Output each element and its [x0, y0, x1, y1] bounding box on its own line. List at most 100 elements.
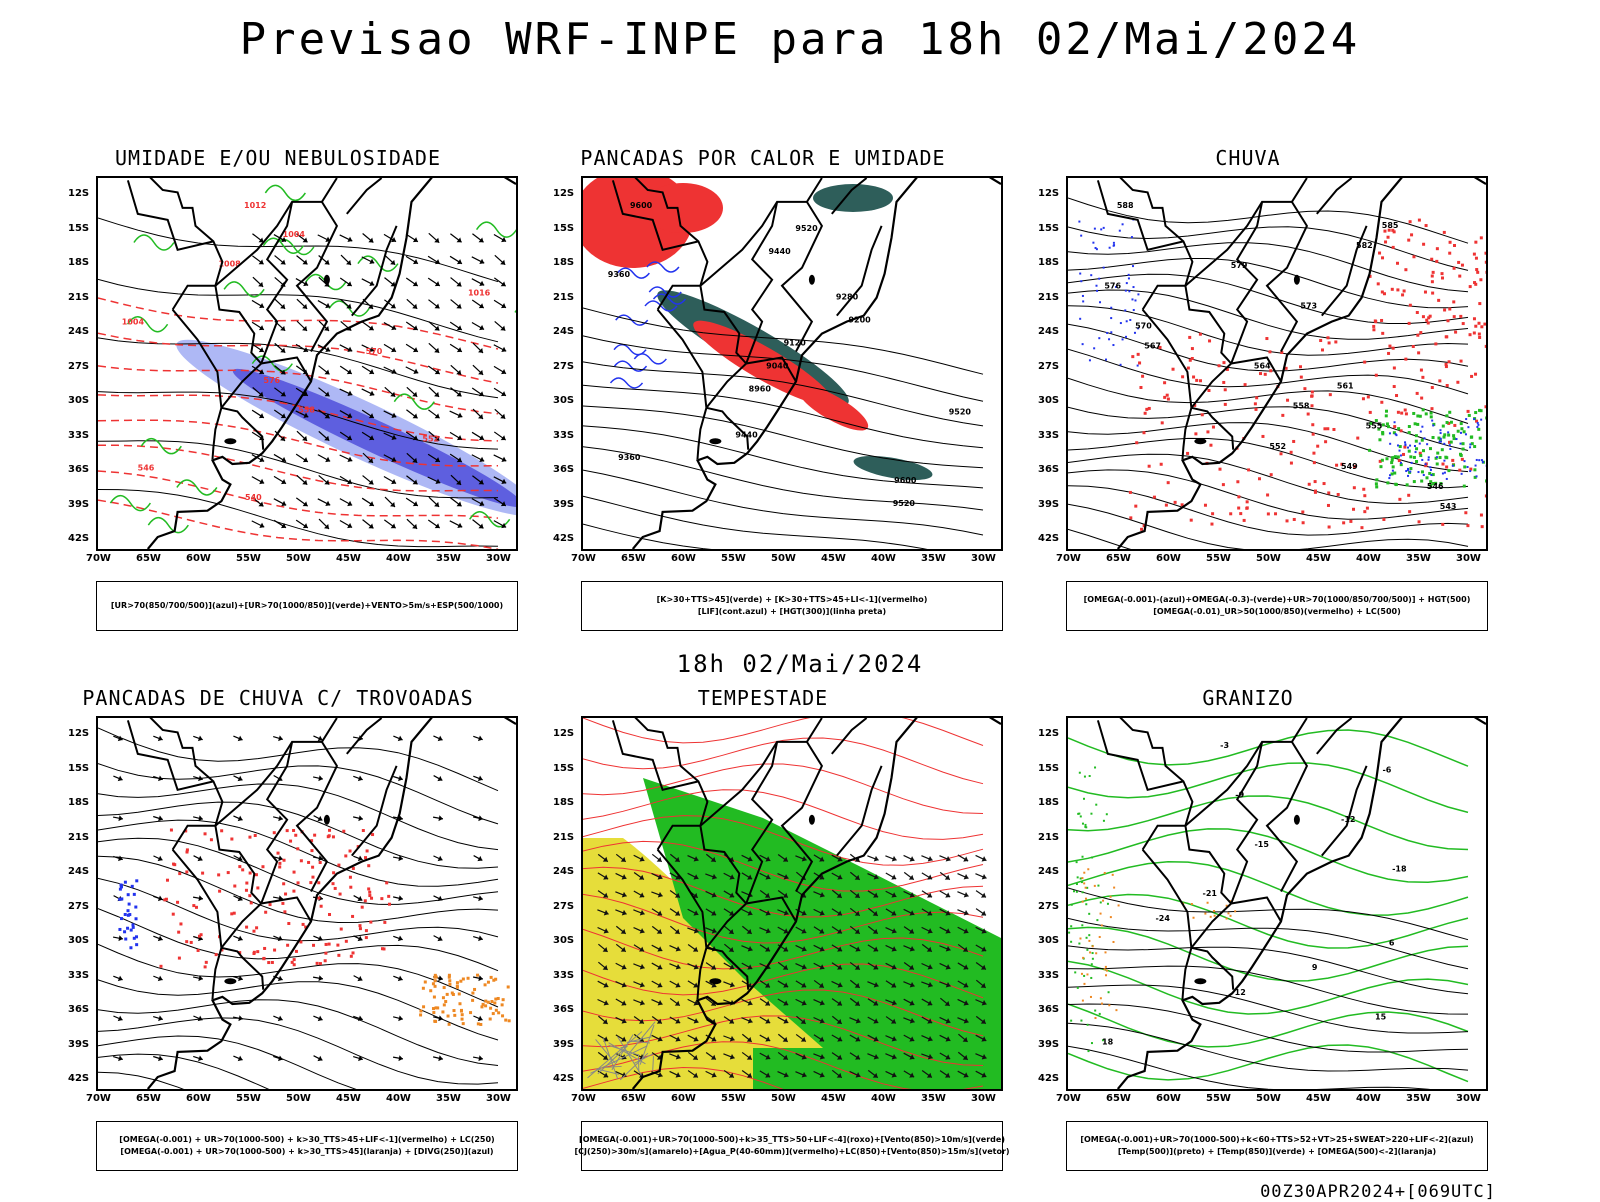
lat-tick-label: 27S — [68, 361, 89, 372]
legend-box: [OMEGA(-0.001)-(azul)+OMEGA(-0.3)-(verde… — [1066, 581, 1488, 631]
lat-tick-label: 30S — [553, 935, 574, 946]
legend-line: [OMEGA(-0.01)_UR>50(1000/850)(vermelho) … — [1153, 606, 1401, 618]
panel-title: TEMPESTADE — [543, 686, 983, 710]
lon-tick-label: 65W — [136, 1093, 161, 1104]
lon-tick-label: 70W — [86, 1093, 111, 1104]
panel-title: PANCADAS DE CHUVA C/ TROVOADAS — [58, 686, 498, 710]
lat-tick-label: 33S — [68, 970, 89, 981]
svg-text:1012: 1012 — [244, 201, 266, 210]
lat-tick-label: 42S — [1038, 1073, 1059, 1084]
panel-title: GRANIZO — [1028, 686, 1468, 710]
svg-text:-18: -18 — [1392, 864, 1407, 873]
lon-tick-label: 55W — [236, 553, 261, 564]
lat-tick-label: 36S — [1038, 464, 1059, 475]
lon-tick-label: 55W — [236, 1093, 261, 1104]
lat-tick-label: 12S — [1038, 728, 1059, 739]
lon-tick-label: 35W — [436, 1093, 461, 1104]
svg-text:-15: -15 — [1254, 840, 1269, 849]
lat-tick-label: 27S — [553, 361, 574, 372]
lon-tick-label: 55W — [1206, 553, 1231, 564]
legend-line: [LIF](cont.azul) + [HGT(300)](linha pret… — [698, 606, 886, 618]
lat-tick-label: 21S — [1038, 292, 1059, 303]
svg-text:546: 546 — [1427, 482, 1444, 491]
lon-tick-label: 35W — [921, 553, 946, 564]
lon-tick-label: 35W — [1406, 553, 1431, 564]
legend-box: [OMEGA(-0.001)+UR>70(1000-500)+k<60+TTS>… — [1066, 1121, 1488, 1171]
valid-time-title: 18h 02/Mai/2024 — [0, 650, 1600, 678]
lon-tick-label: 65W — [621, 1093, 646, 1104]
lat-tick-label: 18S — [1038, 797, 1059, 808]
lon-tick-label: 50W — [286, 553, 311, 564]
svg-text:543: 543 — [1440, 502, 1457, 511]
lon-tick-label: 60W — [1156, 553, 1181, 564]
lon-tick-label: 50W — [286, 1093, 311, 1104]
lat-tick-label: 30S — [1038, 935, 1059, 946]
svg-text:9360: 9360 — [608, 270, 631, 279]
lon-tick-label: 65W — [621, 553, 646, 564]
svg-text:552: 552 — [422, 434, 439, 443]
svg-text:1004: 1004 — [122, 318, 145, 327]
svg-text:9520: 9520 — [949, 407, 972, 416]
lat-tick-label: 24S — [1038, 866, 1059, 877]
svg-text:9440: 9440 — [768, 247, 791, 256]
lon-tick-label: 45W — [821, 553, 846, 564]
lat-tick-label: 39S — [1038, 1039, 1059, 1050]
main-title: Previsao WRF-INPE para 18h 02/Mai/2024 — [0, 14, 1600, 65]
panel-title: PANCADAS POR CALOR E UMIDADE — [543, 146, 983, 170]
lat-tick-label: 24S — [553, 866, 574, 877]
lat-tick-label: 18S — [68, 257, 89, 268]
lat-tick-label: 39S — [68, 499, 89, 510]
lat-tick-label: 36S — [553, 464, 574, 475]
lat-tick-label: 39S — [553, 499, 574, 510]
svg-text:564: 564 — [1254, 362, 1271, 371]
legend-line: [OMEGA(-0.001)-(azul)+OMEGA(-0.3)-(verde… — [1084, 594, 1471, 606]
lat-tick-label: 12S — [68, 728, 89, 739]
svg-text:18: 18 — [1102, 1037, 1114, 1046]
lat-tick-label: 27S — [68, 901, 89, 912]
lon-tick-label: 50W — [771, 553, 796, 564]
panel-title: CHUVA — [1028, 146, 1468, 170]
legend-line: [OMEGA(-0.001)+UR>70(1000-500)+k<60+TTS>… — [1080, 1134, 1473, 1146]
lon-tick-label: 70W — [571, 1093, 596, 1104]
lon-tick-label: 50W — [1256, 1093, 1281, 1104]
svg-text:15: 15 — [1375, 1013, 1387, 1022]
lon-tick-label: 65W — [1106, 1093, 1131, 1104]
lon-tick-label: 35W — [1406, 1093, 1431, 1104]
legend-box: [OMEGA(-0.001) + UR>70(1000-500) + k>30_… — [96, 1121, 518, 1171]
legend-line: [UR>70(850/700/500)](azul)+[UR>70(1000/8… — [111, 600, 503, 612]
svg-text:558: 558 — [1293, 402, 1310, 411]
lat-tick-label: 15S — [1038, 763, 1059, 774]
lon-tick-label: 60W — [671, 553, 696, 564]
lon-tick-label: 70W — [571, 553, 596, 564]
lat-tick-label: 39S — [68, 1039, 89, 1050]
lat-tick-label: 33S — [1038, 970, 1059, 981]
svg-text:573: 573 — [1300, 301, 1317, 310]
svg-text:576: 576 — [1104, 281, 1121, 290]
svg-text:-3: -3 — [1220, 741, 1229, 750]
lat-tick-label: 18S — [1038, 257, 1059, 268]
lat-tick-label: 36S — [68, 464, 89, 475]
lon-tick-label: 65W — [136, 553, 161, 564]
svg-text:9: 9 — [1312, 963, 1318, 972]
lon-tick-label: 60W — [1156, 1093, 1181, 1104]
lon-tick-label: 60W — [671, 1093, 696, 1104]
lat-tick-label: 42S — [1038, 533, 1059, 544]
svg-text:567: 567 — [1144, 341, 1161, 350]
lon-tick-label: 30W — [1456, 1093, 1481, 1104]
lon-tick-label: 55W — [721, 553, 746, 564]
legend-box: [K>30+TTS>45](verde) + [K>30+TTS>45+LI<-… — [581, 581, 1003, 631]
lat-tick-label: 18S — [68, 797, 89, 808]
svg-text:555: 555 — [1366, 422, 1383, 431]
legend-line: [K>30+TTS>45](verde) + [K>30+TTS>45+LI<-… — [657, 594, 928, 606]
legend-line: [OMEGA(-0.001)+UR>70(1000-500)+k>35_TTS>… — [579, 1134, 1005, 1146]
lon-tick-label: 40W — [1356, 553, 1381, 564]
svg-text:576: 576 — [263, 376, 280, 385]
lat-tick-label: 24S — [553, 326, 574, 337]
lon-tick-label: 50W — [1256, 553, 1281, 564]
lat-tick-label: 21S — [68, 292, 89, 303]
lon-tick-label: 60W — [186, 1093, 211, 1104]
svg-text:6: 6 — [1389, 939, 1395, 948]
